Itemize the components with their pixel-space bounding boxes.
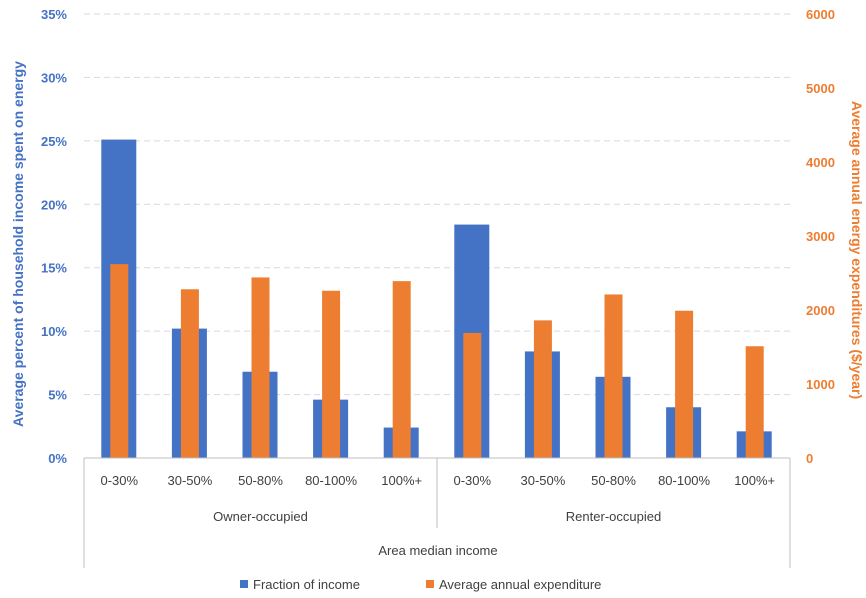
bars xyxy=(101,139,772,459)
axes: 0% 5% 10% 15% 20% 25% 30% 35% 0 1000 2000 3000 4000 5… xyxy=(41,7,835,568)
bar-average-annual-expenditure xyxy=(533,320,552,458)
legend: Fraction of income Average annual expendi… xyxy=(240,577,601,592)
bar-average-annual-expenditure xyxy=(675,310,694,458)
x-category-label: 0-30% xyxy=(454,473,492,488)
legend-swatch xyxy=(426,580,434,588)
bar-average-annual-expenditure xyxy=(604,294,623,458)
x-category-label: 50-80% xyxy=(238,473,283,488)
legend-label: Average annual expenditure xyxy=(439,577,601,592)
bar-average-annual-expenditure xyxy=(392,281,411,458)
y-right-tick-label: 1000 xyxy=(806,377,835,392)
x-category-label: 80-100% xyxy=(305,473,357,488)
y-left-tick-label: 20% xyxy=(41,197,67,212)
x-category-label: 100%+ xyxy=(381,473,422,488)
y-right-tick-label: 5000 xyxy=(806,81,835,96)
bar-average-annual-expenditure xyxy=(322,290,341,458)
bar-average-annual-expenditure xyxy=(745,346,764,458)
x-category-label: 100%+ xyxy=(734,473,775,488)
group-label: Owner-occupied xyxy=(213,509,308,524)
y-left-tick-label: 30% xyxy=(41,70,67,85)
y-left-tick-label: 10% xyxy=(41,324,67,339)
group-label: Renter-occupied xyxy=(566,509,661,524)
y-right-tick-label: 6000 xyxy=(806,7,835,22)
y-left-tick-label: 35% xyxy=(41,7,67,22)
x-category-label: 80-100% xyxy=(658,473,710,488)
bar-average-annual-expenditure xyxy=(251,277,270,458)
x-category-label: 0-30% xyxy=(101,473,139,488)
y-right-tick-label: 0 xyxy=(806,451,813,466)
y-axis-left-label: Average percent of household income spen… xyxy=(10,61,26,427)
x-category-label: 30-50% xyxy=(167,473,212,488)
y-left-tick-label: 0% xyxy=(48,451,67,466)
bar-average-annual-expenditure xyxy=(110,264,129,458)
legend-label: Fraction of income xyxy=(253,577,360,592)
bar-average-annual-expenditure xyxy=(180,289,199,458)
y-right-tick-label: 3000 xyxy=(806,229,835,244)
x-category-label: 50-80% xyxy=(591,473,636,488)
gridlines xyxy=(84,13,790,396)
legend-swatch xyxy=(240,580,248,588)
y-right-tick-label: 2000 xyxy=(806,303,835,318)
bar-average-annual-expenditure xyxy=(463,332,482,458)
y-right-tick-label: 4000 xyxy=(806,155,835,170)
x-category-label: 30-50% xyxy=(520,473,565,488)
y-axis-right-label: Average annual energy expenditures ($/ye… xyxy=(849,101,865,399)
y-left-tick-label: 15% xyxy=(41,261,67,276)
y-left-tick-label: 25% xyxy=(41,134,67,149)
y-left-tick-label: 5% xyxy=(48,388,67,403)
x-axis-title: Area median income xyxy=(378,543,497,558)
